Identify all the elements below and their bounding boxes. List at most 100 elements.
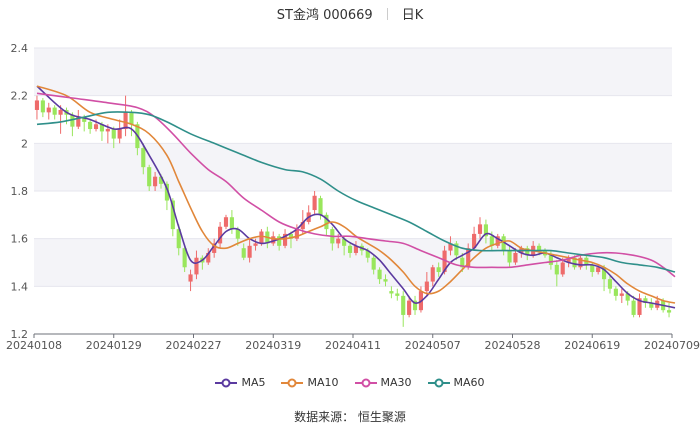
candle-body — [235, 229, 240, 239]
candle-body — [637, 298, 642, 315]
grid-band — [34, 48, 672, 96]
candle-body — [212, 243, 217, 253]
data-source: 数据来源： 恒生聚源 — [294, 410, 406, 424]
candle-body — [442, 250, 447, 273]
y-tick-label: 2 — [21, 137, 28, 150]
y-tick-label: 1.2 — [11, 328, 29, 341]
candle-body — [277, 236, 282, 246]
candle-body — [147, 167, 152, 187]
candle-body — [430, 267, 435, 282]
candle-body — [123, 112, 128, 130]
candle-body — [560, 262, 565, 275]
candle-body — [643, 298, 648, 304]
candle-body — [495, 236, 500, 246]
candle-body — [76, 117, 81, 127]
candle-body — [513, 252, 518, 263]
candle-body — [666, 310, 672, 313]
candle-body — [88, 121, 93, 130]
candle-body — [271, 236, 276, 244]
legend-label: MA60 — [453, 376, 485, 389]
candle-body — [129, 112, 134, 125]
candle-body — [596, 267, 601, 273]
x-tick-label: 20240319 — [245, 339, 301, 352]
candle-body — [371, 257, 376, 270]
candle-body — [525, 248, 530, 256]
candle-body — [194, 257, 199, 275]
candle-body — [566, 257, 571, 263]
legend-label: MA30 — [380, 376, 412, 389]
candle-body — [537, 245, 542, 251]
candle-body — [448, 243, 453, 251]
candle-body — [176, 229, 181, 249]
candle-body — [649, 303, 654, 308]
candle-body — [336, 238, 341, 244]
legend: MA5 MA10 MA30 MA60 — [0, 376, 700, 391]
candle-body — [572, 257, 577, 268]
legend-line-circle-icon — [215, 378, 238, 387]
candle-body — [229, 217, 234, 230]
legend-item-ma5[interactable]: MA5 — [215, 376, 265, 389]
legend-line-circle-icon — [281, 378, 304, 387]
legend-label: MA5 — [241, 376, 266, 389]
y-tick-label: 1.4 — [11, 280, 29, 293]
candle-body — [82, 117, 87, 122]
candle-body — [105, 129, 110, 132]
grid-band — [34, 238, 672, 287]
candle-body — [631, 300, 636, 315]
candle-body — [472, 233, 477, 249]
candle-body — [300, 221, 305, 230]
candle-body — [607, 279, 613, 289]
candle-body — [342, 238, 347, 246]
legend-item-ma30[interactable]: MA30 — [354, 376, 412, 389]
x-tick-label: 20240507 — [405, 339, 461, 352]
legend-item-ma60[interactable]: MA60 — [427, 376, 485, 389]
x-tick-label: 20240411 — [325, 339, 381, 352]
candle-body — [548, 255, 553, 265]
candle-body — [247, 245, 252, 258]
candle-body — [58, 109, 63, 115]
x-tick-label: 20240129 — [86, 339, 142, 352]
candle-body — [282, 233, 288, 246]
x-tick-label: 20240108 — [6, 339, 62, 352]
candle-body — [153, 176, 158, 187]
candle-body — [590, 264, 595, 273]
candle-body — [347, 245, 353, 253]
candle-body — [460, 257, 465, 268]
candle-body — [454, 243, 459, 256]
candle-body — [52, 107, 57, 115]
candle-body — [377, 269, 382, 280]
candle-body — [407, 300, 412, 315]
x-tick-label: 20240227 — [166, 339, 222, 352]
candle-body — [288, 233, 294, 239]
legend-line-circle-icon — [427, 378, 450, 387]
ma-line-ma5 — [36, 85, 676, 309]
candle-body — [206, 252, 211, 263]
legend-label: MA10 — [307, 376, 339, 389]
candle-body — [111, 129, 116, 139]
candle-body — [466, 248, 471, 268]
candle-body — [501, 236, 506, 251]
candle-body — [412, 300, 418, 311]
x-tick-label: 20240619 — [564, 339, 620, 352]
candle-body — [578, 257, 583, 268]
candle-body — [170, 200, 175, 230]
candle-body — [253, 243, 258, 246]
candle-body — [601, 267, 607, 280]
candle-body — [312, 195, 317, 211]
y-tick-label: 1.6 — [11, 233, 29, 246]
candle-body — [46, 107, 51, 113]
y-tick-label: 1.8 — [11, 185, 29, 198]
candle-body — [619, 293, 624, 296]
candle-body — [34, 100, 40, 110]
candle-body — [188, 274, 193, 282]
period-label: 日K — [401, 8, 424, 23]
candle-body — [424, 281, 429, 292]
candle-body — [223, 217, 229, 227]
candle-body — [99, 124, 105, 132]
ma-line-ma10 — [36, 85, 676, 304]
candle-body — [259, 231, 264, 244]
candle-body — [70, 114, 75, 127]
legend-item-ma10[interactable]: MA10 — [281, 376, 339, 389]
candle-body — [489, 236, 494, 246]
